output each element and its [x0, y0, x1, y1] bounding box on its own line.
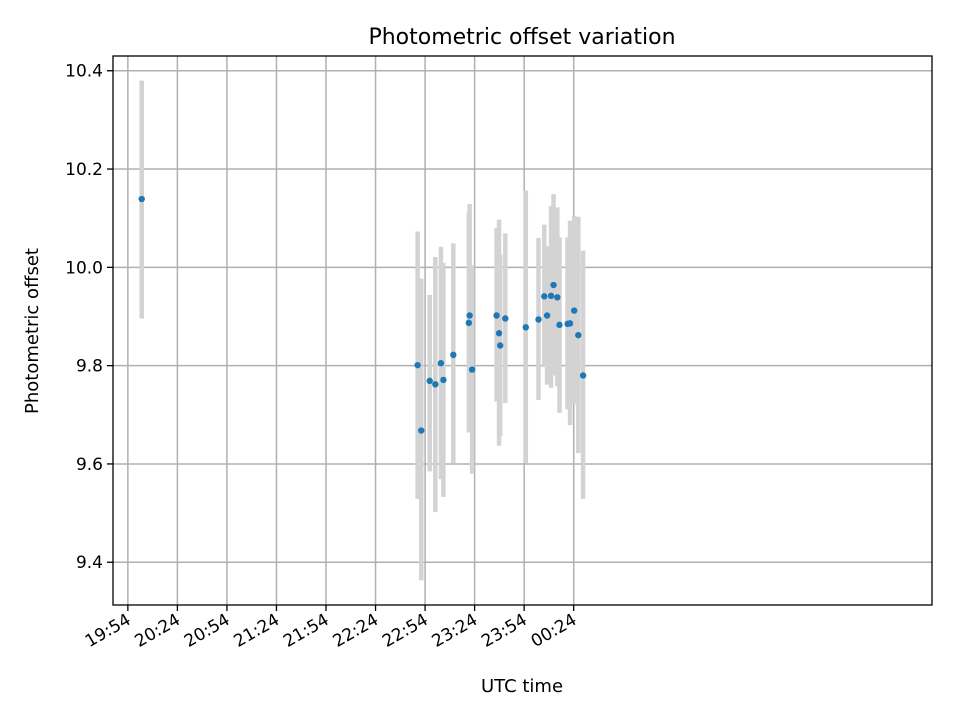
grid-lines — [113, 56, 932, 605]
data-point — [543, 312, 551, 319]
y-tick-label: 10.2 — [65, 160, 103, 180]
x-tick-label: 23:24 — [429, 610, 481, 652]
data-point — [495, 330, 503, 337]
data-point — [579, 372, 587, 379]
y-tick-label: 10.4 — [65, 62, 103, 82]
plot-frame — [112, 55, 933, 606]
data-point — [547, 292, 555, 300]
data-point — [575, 331, 582, 339]
x-tick-label: 22:54 — [379, 610, 431, 652]
data-points — [138, 195, 587, 434]
x-tick-label: 21:24 — [231, 610, 283, 652]
data-point — [541, 293, 548, 300]
data-point — [566, 320, 574, 327]
data-point — [432, 381, 439, 388]
x-tick-label: 20:54 — [181, 610, 233, 652]
data-point — [414, 361, 421, 369]
data-point — [493, 312, 500, 319]
y-tick-label: 9.4 — [76, 553, 103, 573]
data-point — [522, 324, 530, 331]
data-point — [535, 316, 542, 323]
data-point — [502, 315, 509, 322]
data-point — [465, 319, 473, 327]
x-tick-label: 21:54 — [280, 610, 332, 652]
y-tick-label: 9.8 — [76, 357, 103, 377]
y-axis-label: Photometric offset — [22, 248, 43, 414]
x-tick-label: 22:24 — [330, 610, 382, 652]
data-point — [468, 366, 476, 373]
x-tick-label: 20:24 — [131, 610, 183, 652]
data-point — [556, 321, 563, 329]
data-point — [450, 351, 457, 359]
y-tick-label: 9.6 — [76, 455, 103, 475]
x-tick-label: 19:54 — [82, 610, 134, 652]
error-bars — [139, 80, 586, 581]
data-point — [550, 281, 557, 289]
data-point — [497, 342, 504, 349]
data-point — [138, 195, 145, 203]
x-axis-label: UTC time — [481, 676, 563, 697]
x-tick-label: 00:24 — [528, 610, 580, 652]
data-point — [437, 359, 445, 367]
x-axis-ticks: 19:5420:2420:5421:2421:5422:2422:5423:24… — [82, 605, 580, 652]
data-point — [440, 376, 447, 384]
y-tick-label: 10.0 — [65, 258, 103, 278]
y-axis-ticks: 9.4 9.6 9.8 10.0 10.2 10.4 — [65, 62, 113, 573]
data-point — [570, 307, 578, 314]
data-point — [554, 294, 561, 301]
data-point — [426, 377, 433, 385]
data-point — [466, 312, 473, 319]
data-point — [418, 427, 425, 434]
x-tick-label: 23:54 — [478, 610, 530, 652]
chart-title: Photometric offset variation — [368, 25, 675, 50]
